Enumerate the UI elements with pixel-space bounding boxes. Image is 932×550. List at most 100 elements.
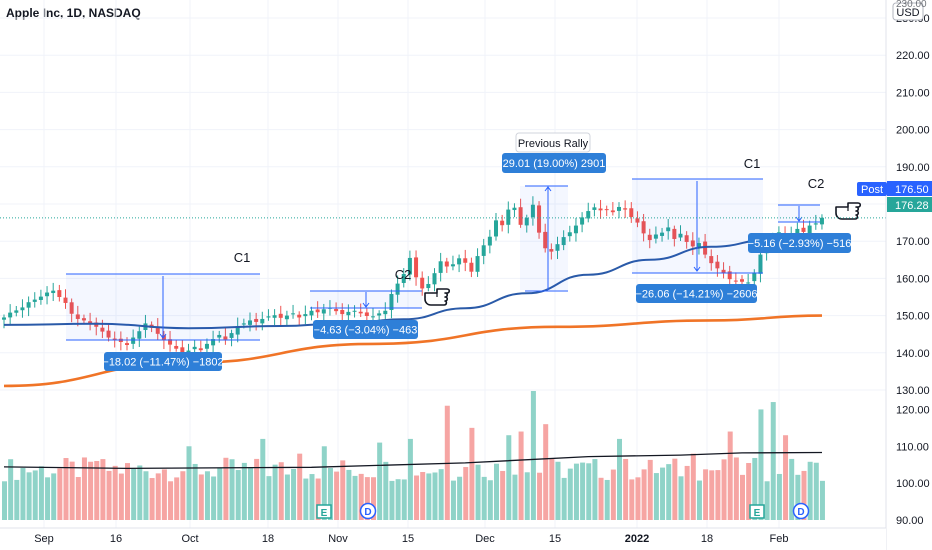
volume-bar [131, 467, 137, 520]
price-tick-label: 140.00 [896, 348, 930, 360]
time-tick-label: Dec [475, 533, 495, 545]
candle-body [752, 272, 757, 282]
candle-body [241, 323, 246, 325]
volume-bar [291, 468, 297, 520]
volume-bar [57, 468, 63, 520]
volume-bar [524, 472, 530, 520]
measure-label-5: −5.16 (−2.93%) −516 [748, 238, 852, 250]
candle-body [321, 309, 326, 314]
volume-bar [63, 458, 69, 520]
volume-bar [45, 477, 51, 520]
volume-bar [364, 477, 370, 520]
volume-bar [186, 446, 192, 520]
candle-body [672, 228, 677, 239]
volume-bar [315, 478, 321, 520]
volume-bar [666, 464, 672, 520]
candle-body [395, 283, 400, 295]
measure-label-1-bg [104, 352, 222, 371]
volume-bar [592, 459, 598, 520]
candle-body [389, 294, 394, 311]
volume-bar [746, 463, 752, 520]
volume-bar [260, 438, 266, 520]
volume-bar [487, 480, 493, 520]
dividend-marker-icon [359, 502, 377, 520]
dividend-marker-label: D [797, 507, 804, 518]
volume-bar [26, 472, 32, 520]
volume-bar [20, 467, 26, 520]
candle-body [278, 313, 283, 318]
candle-body [352, 310, 357, 312]
volume-bar [604, 479, 610, 520]
price-tick-label: 200.00 [896, 125, 930, 137]
post-tag-label: Post [861, 184, 883, 196]
volume-bar [819, 480, 825, 520]
measure-arrowhead [693, 266, 701, 272]
volume-bar [678, 476, 684, 520]
candle-body [334, 308, 339, 312]
volume-bar [352, 475, 358, 520]
candle-body [518, 207, 523, 225]
volume-bar [789, 458, 795, 520]
candle-body [131, 337, 136, 344]
time-tick-label: Feb [770, 533, 789, 545]
price-tick-label: 220.00 [896, 50, 930, 62]
volume-bar [125, 463, 130, 520]
pointing-hand-icon [424, 288, 451, 306]
candle-body [100, 327, 105, 332]
price-tick-label: 230.00 [896, 0, 927, 10]
candle-body [88, 321, 93, 324]
candle-body [506, 209, 511, 225]
volume-bar [561, 477, 567, 520]
measure-label-3: 29.01 (19.00%) 2901 [503, 158, 606, 170]
volume-bar [371, 477, 376, 520]
candle-body [211, 339, 216, 346]
volume-ma-line [3, 451, 823, 470]
post-tag-label-bg [857, 182, 887, 196]
candle-body [487, 236, 492, 246]
measure-label-5-bg [748, 233, 851, 253]
volume-bar [88, 461, 94, 520]
candle-body [137, 331, 142, 339]
candles-layer [2, 196, 824, 364]
measure-arrowhead [544, 186, 552, 192]
currency-label: USD [896, 7, 919, 19]
candle-body [260, 318, 265, 324]
earnings-marker-label: E [321, 508, 328, 519]
symbol-title: Apple Inc, 1D, NASDAQ [6, 6, 141, 20]
candle-body [217, 334, 222, 338]
volume-bar [740, 474, 745, 520]
volume-bar [112, 465, 118, 520]
volume-bar [327, 468, 333, 520]
volume-bar [580, 462, 586, 520]
candle-body [180, 347, 185, 354]
volume-bar [346, 469, 352, 520]
volume-bar [137, 465, 143, 520]
volume-bar [155, 473, 161, 520]
candle-body [795, 228, 800, 235]
volume-bar [75, 477, 81, 520]
currency-box[interactable] [892, 2, 924, 21]
volume-bar [377, 442, 383, 520]
candle-body [81, 318, 86, 321]
volume-bar [703, 469, 709, 520]
measure-label-1: −18.02 (−11.47%) −1802 [102, 357, 223, 369]
candle-body [235, 326, 240, 335]
volume-bar [303, 478, 309, 520]
volume-bar [623, 458, 629, 520]
volume-bar [475, 464, 481, 520]
candle-body [573, 225, 578, 234]
candle-body [530, 204, 535, 218]
candle-body [537, 205, 542, 233]
volume-bar [334, 471, 340, 520]
candle-body [14, 310, 19, 313]
candle-body [254, 318, 259, 322]
volume-tick-label: 120.00 [896, 404, 930, 416]
volume-bar [38, 466, 44, 520]
candle-body [463, 258, 468, 263]
volume-bar [684, 465, 690, 520]
measure-label-3-bg [502, 153, 606, 173]
candle-body [703, 241, 708, 255]
volume-bar [801, 470, 807, 520]
volume-bar [266, 476, 272, 520]
